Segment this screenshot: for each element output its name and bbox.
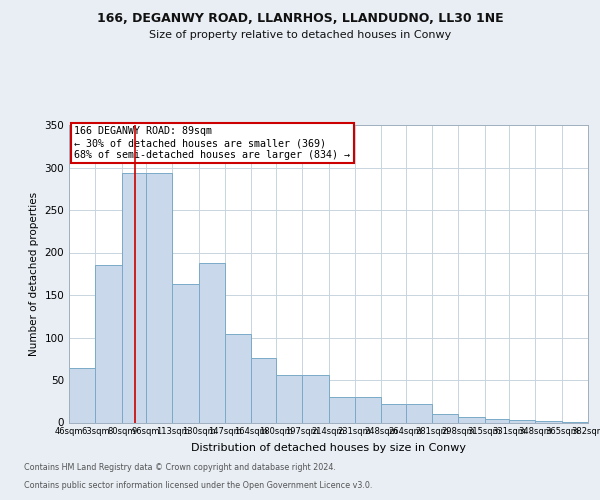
Bar: [406, 404, 432, 422]
Bar: [432, 414, 458, 422]
Bar: [199, 262, 225, 422]
Bar: [146, 174, 172, 422]
Bar: [276, 375, 302, 422]
Bar: [225, 334, 251, 422]
Bar: [509, 420, 535, 422]
Bar: [588, 416, 600, 422]
Bar: [381, 404, 406, 422]
Bar: [458, 418, 485, 422]
Bar: [95, 265, 122, 422]
Y-axis label: Number of detached properties: Number of detached properties: [29, 192, 39, 356]
Bar: [485, 419, 509, 422]
Bar: [251, 358, 276, 422]
X-axis label: Distribution of detached houses by size in Conwy: Distribution of detached houses by size …: [191, 444, 466, 454]
Text: Size of property relative to detached houses in Conwy: Size of property relative to detached ho…: [149, 30, 451, 40]
Bar: [122, 174, 146, 422]
Bar: [302, 375, 329, 422]
Bar: [172, 284, 199, 422]
Bar: [329, 397, 355, 422]
Text: 166, DEGANWY ROAD, LLANRHOS, LLANDUDNO, LL30 1NE: 166, DEGANWY ROAD, LLANRHOS, LLANDUDNO, …: [97, 12, 503, 26]
Text: 166 DEGANWY ROAD: 89sqm
← 30% of detached houses are smaller (369)
68% of semi-d: 166 DEGANWY ROAD: 89sqm ← 30% of detache…: [74, 126, 350, 160]
Bar: [69, 368, 95, 422]
Text: Contains HM Land Registry data © Crown copyright and database right 2024.: Contains HM Land Registry data © Crown c…: [24, 464, 336, 472]
Bar: [355, 397, 381, 422]
Text: Contains public sector information licensed under the Open Government Licence v3: Contains public sector information licen…: [24, 481, 373, 490]
Bar: [535, 421, 562, 422]
